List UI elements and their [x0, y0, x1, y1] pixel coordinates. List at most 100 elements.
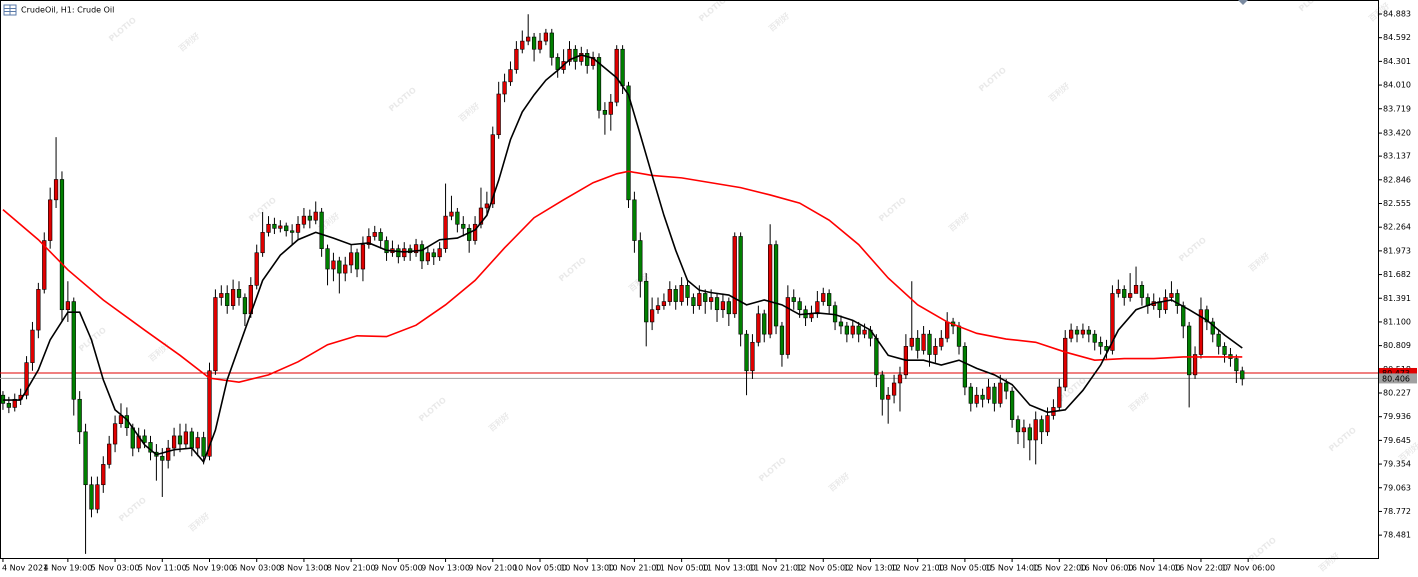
candle-body — [48, 199, 53, 241]
candle-body — [496, 93, 501, 136]
chart-title: CrudeOil, H1: Crude Oil — [21, 6, 114, 15]
candle-body — [726, 301, 731, 315]
candle-body — [455, 211, 460, 225]
candle-body — [1222, 346, 1227, 355]
candle-body — [939, 337, 944, 347]
candle-body — [880, 374, 885, 400]
candle-body — [720, 301, 726, 311]
candle-body — [531, 36, 537, 50]
candle-body — [945, 321, 950, 339]
x-tick-label: 17 Nov 06:00 — [1221, 564, 1275, 573]
candle-body — [24, 362, 29, 396]
candle-body — [632, 199, 637, 241]
candle-body — [862, 329, 867, 335]
candle-body — [1033, 419, 1038, 441]
candle-body — [254, 252, 259, 286]
candle-body — [649, 309, 655, 323]
candle-body — [413, 244, 419, 254]
candle-body — [1122, 289, 1127, 298]
candle-body — [372, 232, 377, 237]
candle-body — [6, 403, 11, 408]
price-label: 80.406 — [1382, 374, 1410, 383]
candle-body — [956, 325, 962, 347]
candle-body — [1015, 419, 1021, 433]
candle-body — [1210, 321, 1215, 335]
candle-body — [992, 386, 997, 404]
candle-body — [1204, 309, 1209, 323]
candle-body — [1240, 370, 1245, 380]
y-tick-label: 84.883 — [1383, 10, 1411, 19]
candle-body — [838, 321, 844, 327]
x-tick-label: 12 Nov 13:00 — [844, 564, 898, 573]
y-tick-label: 81.100 — [1383, 317, 1411, 326]
candle-body — [284, 225, 289, 232]
candle-body — [933, 346, 938, 355]
candle-body — [396, 248, 401, 258]
candle-body — [201, 437, 206, 457]
candle-body — [714, 297, 720, 311]
candle-body — [508, 69, 513, 83]
candle-body — [1004, 382, 1009, 392]
candle-body — [520, 40, 525, 50]
candle-body — [644, 280, 649, 323]
candle-body — [83, 431, 88, 486]
x-tick-label: 5 Nov 19:00 — [185, 564, 234, 573]
candle-body — [378, 232, 383, 241]
x-tick-label: 16 Nov 14:00 — [1127, 564, 1181, 573]
candle-body — [289, 230, 295, 233]
candle-body — [1086, 329, 1091, 335]
candle-body — [1169, 293, 1174, 298]
candle-body — [402, 248, 407, 258]
x-tick-label: 10 Nov 05:00 — [513, 564, 567, 573]
candle-body — [337, 260, 342, 274]
candle-body — [697, 293, 702, 306]
candle-body — [325, 248, 330, 270]
candle-body — [1163, 297, 1168, 311]
candle-body — [59, 179, 65, 311]
title-icon — [3, 4, 17, 16]
candle-body — [608, 101, 613, 115]
x-tick-label: 9 Nov 21:00 — [468, 564, 517, 573]
candle-body — [549, 32, 554, 58]
candle-body — [998, 382, 1003, 404]
candle-body — [756, 313, 761, 343]
candle-body — [449, 211, 454, 217]
candle-body — [750, 341, 755, 372]
x-tick-label: 9 Nov 13:00 — [421, 564, 470, 573]
y-tick-label: 79.354 — [1383, 460, 1411, 469]
candle-body — [419, 244, 425, 262]
candle-body — [207, 370, 212, 457]
candle-body — [980, 394, 985, 400]
candle-body — [219, 293, 224, 298]
candle-body — [437, 248, 442, 258]
y-tick-label: 83.719 — [1383, 104, 1411, 113]
candle-body — [213, 297, 218, 372]
candle-body — [478, 207, 484, 225]
shift-marker — [1238, 0, 1248, 5]
x-tick-label: 5 Nov 11:00 — [138, 564, 187, 573]
candle-body — [703, 293, 708, 302]
candle-body — [1057, 386, 1062, 408]
candle-body — [579, 53, 584, 62]
candle-body — [691, 297, 696, 306]
candle-body — [472, 223, 478, 241]
candle-body — [1187, 325, 1192, 376]
x-tick-label: 11 Nov 13:00 — [702, 564, 756, 573]
candle-body — [1116, 289, 1121, 294]
candle-body — [313, 211, 318, 221]
x-tick-label: 10 Nov 13:00 — [560, 564, 614, 573]
candle-body — [71, 301, 76, 400]
candle-body — [738, 236, 743, 335]
x-tick-label: 4 Nov 19:00 — [43, 564, 92, 573]
y-tick-label: 80.227 — [1383, 389, 1411, 398]
y-tick-label: 84.592 — [1383, 33, 1411, 42]
x-tick-label: 4 Nov 2021 — [2, 564, 48, 573]
candle-body — [927, 333, 932, 355]
candle-body — [779, 325, 785, 355]
candle-body — [797, 301, 802, 311]
candle-body — [89, 484, 94, 510]
candle-body — [461, 223, 466, 229]
x-tick-label: 15 Nov 14:00 — [985, 564, 1039, 573]
candle-body — [425, 252, 430, 262]
